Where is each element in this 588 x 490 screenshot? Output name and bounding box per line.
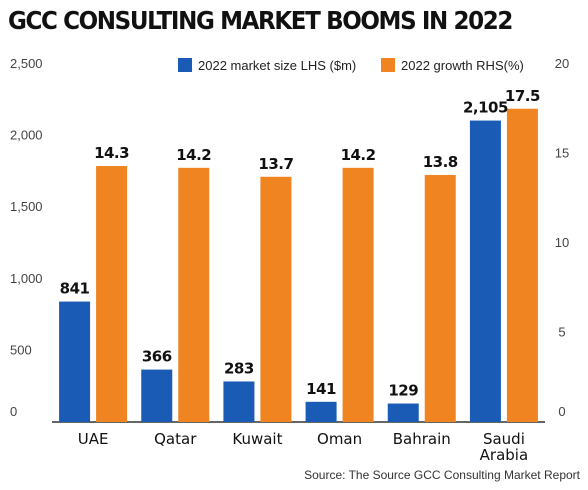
- y-right-tick-label: 15: [555, 146, 569, 161]
- legend-swatch: [381, 58, 395, 72]
- data-label-growth: 17.5: [505, 87, 540, 105]
- bar-growth: [260, 176, 292, 422]
- source-note: Source: The Source GCC Consulting Market…: [304, 468, 580, 482]
- category-label-line: Oman: [317, 430, 362, 448]
- data-label-market-size: 366: [142, 348, 172, 366]
- data-label-market-size: 283: [224, 359, 254, 377]
- category-label: Saudi Arabia: [480, 430, 529, 464]
- category-label-line: Arabia: [480, 446, 529, 464]
- data-label-growth: 14.2: [176, 146, 211, 164]
- data-label-market-size: 841: [60, 280, 90, 298]
- bar-growth: [506, 108, 538, 422]
- legend-label: 2022 market size LHS ($m): [198, 58, 356, 73]
- category-label: UAE: [78, 430, 109, 448]
- bar-market-size: [223, 381, 255, 422]
- y-left-tick-label: 2,000: [10, 128, 43, 143]
- y-right-tick-label: 5: [558, 325, 565, 340]
- data-label-market-size: 129: [388, 382, 418, 400]
- bar-market-size: [141, 369, 173, 422]
- category-label: Kuwait: [232, 430, 282, 448]
- bar-growth: [96, 166, 128, 422]
- category-label: Qatar: [154, 430, 197, 448]
- category-label: Bahrain: [393, 430, 451, 448]
- bar-market-size: [305, 401, 337, 422]
- category-label-line: UAE: [78, 430, 109, 448]
- data-label-growth: 14.2: [341, 146, 376, 164]
- data-label-market-size: 141: [306, 380, 336, 398]
- data-label-market-size: 2,105: [463, 99, 508, 117]
- category-label-line: Bahrain: [393, 430, 451, 448]
- category-label: Oman: [317, 430, 362, 448]
- chart-title: GCC CONSULTING MARKET BOOMS IN 2022: [8, 6, 513, 35]
- axes: 0 500 1,000 1,500 2,000 2,500 0 5 10 15 20 UAE Qatar…: [10, 56, 569, 464]
- legend: 2022 market size LHS ($m) 2022 growth RHS…: [178, 58, 524, 73]
- y-right-tick-label: 20: [555, 56, 569, 71]
- bar-market-size: [387, 403, 419, 422]
- data-label-growth: 14.3: [94, 144, 129, 162]
- data-label-growth: 13.8: [423, 153, 458, 171]
- category-label-line: Kuwait: [232, 430, 282, 448]
- y-right-tick-label: 10: [555, 235, 569, 250]
- data-labels: 841 14.3 366 14.2 283 13.7 141 14.2 129 13.8 2,105…: [60, 87, 541, 400]
- y-left-tick-label: 500: [10, 342, 32, 357]
- data-label-growth: 13.7: [258, 155, 293, 173]
- bar-growth: [424, 174, 456, 422]
- bar-growth: [178, 167, 210, 422]
- category-label-line: Qatar: [154, 430, 197, 448]
- y-right-tick-label: 0: [558, 404, 565, 419]
- y-left-tick-label: 2,500: [10, 56, 43, 71]
- bar-market-size: [59, 301, 91, 422]
- y-left-tick-label: 0: [10, 404, 17, 419]
- bars: [59, 108, 538, 423]
- legend-swatch: [178, 58, 192, 72]
- bar-growth: [342, 167, 374, 422]
- bar-market-size: [469, 120, 501, 423]
- y-left-tick-label: 1,000: [10, 271, 43, 286]
- legend-label: 2022 growth RHS(%): [401, 58, 524, 73]
- category-label-line: Saudi: [483, 430, 525, 448]
- y-left-tick-label: 1,500: [10, 199, 43, 214]
